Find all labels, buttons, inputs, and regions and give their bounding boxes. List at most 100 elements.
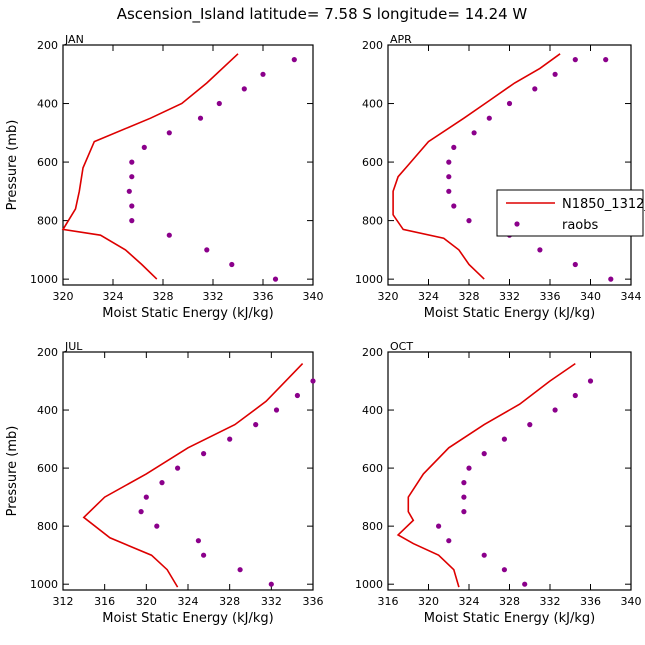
x-tick-label-apr: 332 bbox=[499, 290, 520, 303]
x-axis-label-jan: Moist Static Energy (kJ/kg) bbox=[102, 306, 273, 321]
raobs-point-jan bbox=[216, 100, 222, 107]
model-profile-line-jul bbox=[82, 363, 304, 588]
y-tick-label-jan: 1000 bbox=[30, 273, 58, 286]
raobs-point-oct bbox=[481, 451, 487, 457]
raobs-point-apr bbox=[466, 218, 472, 224]
raobs-point-oct bbox=[461, 509, 467, 515]
y-tick-label-oct: 400 bbox=[362, 404, 383, 417]
x-tick-label-jul: 312 bbox=[53, 595, 74, 608]
raobs-point-apr bbox=[552, 71, 558, 77]
raobs-point-oct bbox=[552, 407, 558, 413]
raobs-point-jul bbox=[310, 378, 316, 384]
x-tick-label-oct: 320 bbox=[418, 595, 439, 608]
raobs-point-jul bbox=[201, 451, 207, 457]
y-axis-label-jul: Pressure (mb) bbox=[5, 426, 20, 517]
raobs-point-jan bbox=[126, 188, 132, 194]
raobs-point-jan bbox=[129, 218, 135, 224]
raobs-point-apr bbox=[537, 247, 543, 253]
x-tick-label-oct: 332 bbox=[540, 595, 561, 608]
raobs-point-oct bbox=[466, 465, 472, 471]
y-tick-label-jul: 800 bbox=[37, 520, 58, 533]
raobs-point-apr bbox=[446, 159, 452, 165]
raobs-point-apr bbox=[608, 276, 614, 282]
raobs-point-oct bbox=[481, 552, 487, 558]
raobs-point-oct bbox=[522, 581, 528, 587]
raobs-point-jul bbox=[154, 523, 160, 529]
y-tick-label-oct: 600 bbox=[362, 462, 383, 475]
raobs-point-jan bbox=[129, 174, 135, 180]
raobs-point-jul bbox=[195, 538, 201, 544]
y-tick-label-apr: 1000 bbox=[355, 273, 383, 286]
raobs-point-oct bbox=[572, 392, 578, 399]
panel-oct: OCT 316 320 324 328 332 336 340 200 400 600 800 1000… bbox=[355, 340, 642, 626]
raobs-point-jan bbox=[141, 144, 147, 150]
x-tick-label-jan: 324 bbox=[103, 290, 124, 303]
x-tick-label-oct: 336 bbox=[580, 595, 601, 608]
x-tick-label-jul: 332 bbox=[261, 595, 282, 608]
raobs-point-oct bbox=[446, 538, 452, 544]
x-tick-label-jan: 320 bbox=[53, 290, 74, 303]
model-profile-line-jan bbox=[61, 53, 239, 280]
raobs-point-apr bbox=[486, 115, 492, 121]
raobs-point-jul bbox=[268, 581, 274, 587]
raobs-point-oct bbox=[501, 567, 507, 573]
y-tick-label-apr: 800 bbox=[362, 215, 383, 228]
raobs-point-jul bbox=[201, 552, 207, 558]
x-tick-label-apr: 328 bbox=[459, 290, 480, 303]
y-tick-label-jul: 200 bbox=[37, 346, 58, 359]
raobs-point-apr bbox=[451, 203, 457, 209]
y-tick-label-jan: 800 bbox=[37, 215, 58, 228]
legend-model-label: N1850_1312_f1 bbox=[562, 197, 645, 212]
raobs-point-apr bbox=[451, 144, 457, 150]
raobs-point-oct bbox=[436, 523, 442, 529]
y-tick-label-apr: 400 bbox=[362, 98, 383, 111]
x-axis-label-apr: Moist Static Energy (kJ/kg) bbox=[424, 306, 595, 321]
raobs-point-jan bbox=[204, 247, 210, 253]
y-tick-label-jul: 1000 bbox=[30, 578, 58, 591]
raobs-point-jul bbox=[159, 480, 165, 486]
raobs-point-apr bbox=[572, 261, 578, 268]
panel-jul: JUL 312 316 320 324 328 332 336 200 400 600 800 1000… bbox=[5, 340, 324, 626]
x-tick-label-jul: 336 bbox=[303, 595, 324, 608]
x-tick-label-jan: 332 bbox=[203, 290, 224, 303]
month-label-oct: OCT bbox=[390, 340, 413, 353]
y-tick-label-jul: 600 bbox=[37, 462, 58, 475]
x-tick-label-jul: 324 bbox=[178, 595, 199, 608]
raobs-point-jul bbox=[138, 509, 144, 515]
raobs-point-apr bbox=[471, 130, 477, 136]
x-tick-label-apr: 344 bbox=[621, 290, 642, 303]
legend-box bbox=[496, 189, 644, 237]
plot-frame-jul bbox=[62, 351, 314, 591]
y-tick-label-oct: 200 bbox=[362, 346, 383, 359]
raobs-point-apr bbox=[506, 100, 513, 107]
raobs-point-jan bbox=[166, 232, 172, 238]
raobs-point-jan bbox=[291, 57, 297, 63]
x-tick-label-apr: 336 bbox=[540, 290, 561, 303]
y-tick-label-apr: 600 bbox=[362, 156, 383, 169]
model-profile-line-apr bbox=[392, 53, 561, 280]
x-tick-label-jul: 316 bbox=[94, 595, 115, 608]
month-label-jul: JUL bbox=[64, 340, 83, 353]
raobs-point-jan bbox=[272, 276, 279, 282]
raobs-point-jan bbox=[129, 159, 135, 165]
raobs-point-jul bbox=[175, 465, 181, 471]
y-tick-label-oct: 800 bbox=[362, 520, 383, 533]
y-tick-label-jul: 400 bbox=[37, 404, 58, 417]
raobs-point-apr bbox=[446, 174, 452, 180]
raobs-point-jan bbox=[260, 71, 266, 77]
x-tick-label-jul: 328 bbox=[219, 595, 240, 608]
legend: N1850_1312_f1 raobs bbox=[496, 189, 645, 237]
month-label-apr: APR bbox=[390, 33, 412, 46]
panel-apr: APR 320 324 328 332 336 340 344 200 400 600 800 1000… bbox=[355, 33, 642, 321]
raobs-point-jan bbox=[197, 115, 204, 121]
x-tick-label-apr: 324 bbox=[418, 290, 439, 303]
x-tick-label-oct: 340 bbox=[621, 595, 642, 608]
x-tick-label-oct: 328 bbox=[499, 595, 520, 608]
raobs-point-jan bbox=[166, 130, 172, 136]
raobs-point-apr bbox=[532, 86, 538, 92]
y-tick-label-apr: 200 bbox=[362, 39, 383, 52]
plot-frame-apr bbox=[387, 44, 632, 286]
x-tick-label-jan: 328 bbox=[153, 290, 174, 303]
panel-jan: JAN 320 324 328 332 336 340 200 400 600 800 1000 Moi… bbox=[5, 33, 324, 321]
